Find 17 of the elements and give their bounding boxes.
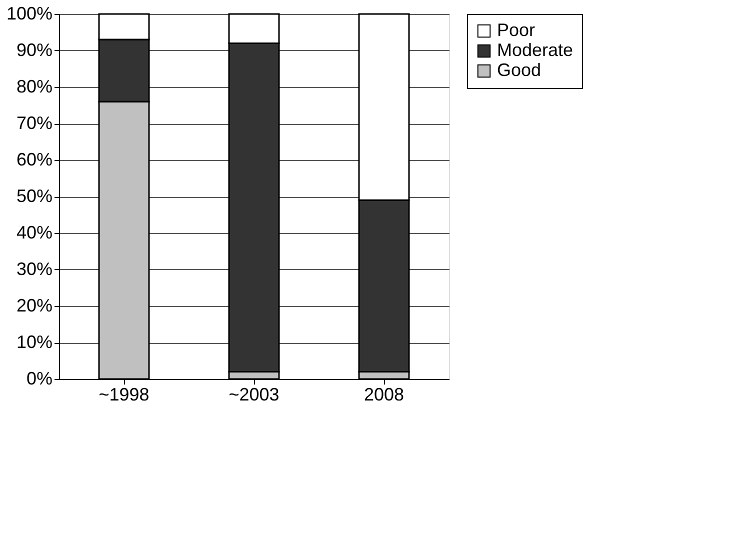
y-tick-label: 10% — [16, 332, 52, 352]
y-tick-label: 50% — [16, 186, 52, 206]
y-tick-label: 70% — [16, 113, 52, 133]
y-tick-label: 40% — [16, 222, 52, 242]
y-tick-label: 0% — [26, 368, 52, 388]
y-tick-label: 60% — [16, 150, 52, 170]
y-tick-label: 90% — [16, 40, 52, 60]
x-tick-label: ~2003 — [228, 384, 280, 404]
legend-label: Moderate — [497, 40, 574, 60]
x-tick-label: 2008 — [364, 384, 404, 404]
x-tick-label: ~1998 — [98, 384, 150, 404]
y-tick-label: 100% — [6, 4, 52, 24]
legend-label: Poor — [497, 20, 536, 40]
y-tick-label: 30% — [16, 259, 52, 279]
y-tick-label: 20% — [16, 296, 52, 316]
legend-label: Good — [497, 60, 542, 80]
y-tick-label: 80% — [16, 76, 52, 96]
